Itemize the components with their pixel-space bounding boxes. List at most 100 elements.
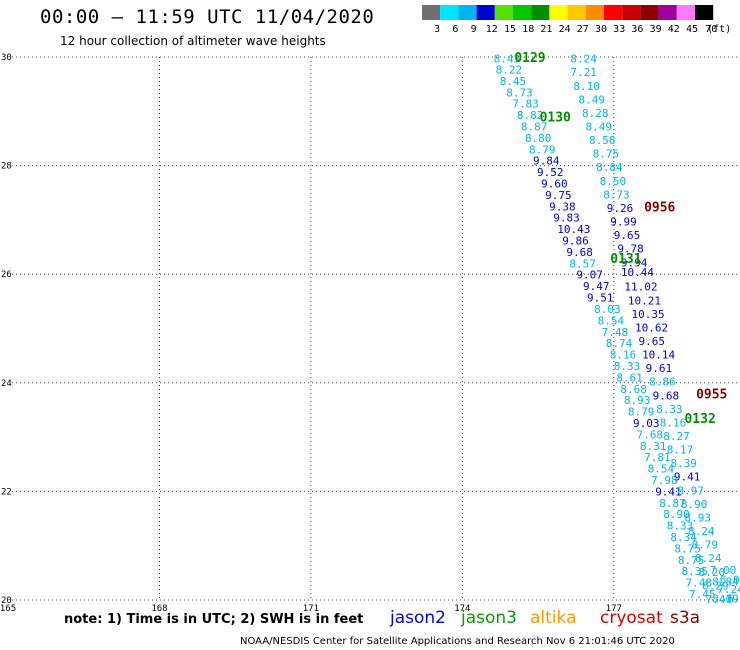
wave-height-point: 8.17 bbox=[667, 444, 694, 457]
wave-height-point: 8.57 bbox=[569, 257, 596, 270]
chart-title: 00:00 – 11:59 UTC 11/04/2020 bbox=[40, 6, 375, 28]
wave-height-point: 9.84 bbox=[533, 155, 560, 168]
y-tick-label: 24 bbox=[1, 379, 12, 389]
wave-height-point: 11.02 bbox=[624, 281, 657, 294]
colorbar-swatch bbox=[458, 5, 477, 20]
wave-height-point: 9.60 bbox=[541, 178, 568, 191]
colorbar-swatch bbox=[585, 5, 604, 20]
wave-height-point: 9.26 bbox=[607, 202, 634, 215]
y-tick-label: 20 bbox=[1, 596, 12, 606]
x-tick-label: 171 bbox=[303, 604, 319, 614]
wave-height-point: 9.86 bbox=[562, 235, 589, 248]
wave-height-point: 7.68 bbox=[637, 428, 664, 441]
wave-height-point: 8.75 bbox=[593, 148, 620, 161]
wave-height-point: 9.03 bbox=[633, 417, 660, 430]
chart-subtitle: 12 hour collection of altimeter wave hei… bbox=[60, 34, 326, 48]
wave-height-point: 9.51 bbox=[587, 292, 614, 305]
wave-height-point: 8.84 bbox=[712, 576, 739, 589]
colorbar-label: 42 bbox=[668, 24, 680, 35]
colorbar-label: (ft) bbox=[707, 24, 731, 35]
colorbar-swatch bbox=[494, 5, 513, 20]
wave-height-point: 8.28 bbox=[582, 107, 609, 120]
wave-height-point: 9.83 bbox=[553, 212, 580, 225]
colorbar-swatch bbox=[567, 5, 586, 20]
wave-height-point: 8.58 bbox=[589, 134, 616, 147]
wave-height-point: 7.83 bbox=[512, 98, 539, 111]
wave-height-point: 7.98 bbox=[651, 474, 678, 487]
wave-height-point: 9.47 bbox=[583, 280, 610, 293]
wave-height-labels: 8.438.228.458.737.838.828.878.808.799.84… bbox=[494, 53, 740, 606]
wave-height-point: 8.19 bbox=[712, 592, 739, 605]
colorbar-swatch bbox=[476, 5, 495, 20]
wave-height-point: 8.54 bbox=[648, 463, 675, 476]
wave-height-point: 8.73 bbox=[603, 188, 630, 201]
x-tick-label: 174 bbox=[454, 604, 470, 614]
y-tick-label: 26 bbox=[1, 270, 12, 280]
wave-height-point: 9.41 bbox=[674, 471, 701, 484]
wave-height-point: 7.45 bbox=[689, 588, 716, 601]
colorbar-label: 24 bbox=[559, 24, 571, 35]
wave-height-point: 9.07 bbox=[576, 269, 603, 282]
wave-height-point: 10.44 bbox=[621, 266, 654, 279]
wave-height-point: 9.61 bbox=[646, 362, 673, 375]
colorbar-swatch bbox=[676, 5, 695, 20]
wave-height-point: 8.61 bbox=[616, 371, 643, 384]
wave-height-point: 8.34 bbox=[670, 531, 697, 544]
wave-height-point: 8.79 bbox=[529, 143, 556, 156]
wave-height-point: 8.86 bbox=[649, 376, 676, 389]
wave-height-point: 8.50 bbox=[600, 175, 627, 188]
wave-height-point: 8.90 bbox=[681, 498, 708, 511]
pass-time-label: 0130 bbox=[540, 111, 571, 126]
wave-height-point: 8.33 bbox=[667, 520, 694, 533]
colorbar-swatch bbox=[513, 5, 532, 20]
wave-height-point: 9.52 bbox=[537, 166, 564, 179]
colorbar-label: 9 bbox=[471, 24, 477, 35]
x-tick-label: 168 bbox=[151, 604, 167, 614]
wave-height-point: 8.84 bbox=[596, 161, 623, 174]
wave-height-point: 6 bbox=[727, 592, 734, 605]
y-tick-label: 28 bbox=[1, 162, 12, 172]
colorbar-label: 45 bbox=[686, 24, 698, 35]
wave-height-point: 7.48 bbox=[685, 577, 712, 590]
wave-height-point: 10.62 bbox=[635, 321, 668, 334]
colorbar-swatch bbox=[640, 5, 659, 20]
colorbar-label: 3 bbox=[434, 24, 440, 35]
y-tick-label: 22 bbox=[1, 487, 12, 497]
wave-height-point: 8.03 bbox=[594, 303, 621, 316]
colorbar-label: 12 bbox=[486, 24, 498, 35]
wave-height-point: 8.33 bbox=[614, 360, 641, 373]
pass-time-label: 0955 bbox=[696, 388, 727, 403]
wave-height-point: 7.00 bbox=[710, 564, 737, 577]
map-grid bbox=[12, 56, 740, 601]
colorbar-label: 27 bbox=[577, 24, 589, 35]
wave-height-point: 8.73 bbox=[506, 86, 533, 99]
colorbar-label: 33 bbox=[613, 24, 625, 35]
wave-height-point: 8.79 bbox=[628, 406, 655, 419]
wave-height-point: 8.35 bbox=[681, 565, 708, 578]
wave-height-point: 8.20 bbox=[699, 566, 726, 579]
wave-height-point: 7.40 bbox=[706, 593, 733, 606]
wave-height-point: 8.87 bbox=[521, 121, 548, 134]
colorbar-label: 70 bbox=[705, 24, 717, 35]
map-axes: 20 22 24 26 28 30 165 168 171 174 177 bbox=[0, 53, 622, 614]
wave-height-point: 9.68 bbox=[566, 246, 593, 259]
colorbar-swatch bbox=[604, 5, 623, 20]
footer-credit: NOAA/NESDIS Center for Satellite Applica… bbox=[240, 636, 675, 647]
wave-height-point: 8.16 bbox=[610, 349, 637, 362]
wave-height-point: 8.54 bbox=[598, 314, 625, 327]
colorbar-swatch bbox=[549, 5, 568, 20]
wave-height-point: 9.99 bbox=[610, 216, 637, 229]
x-tick-label: 177 bbox=[606, 604, 622, 614]
wave-height-point: 10.21 bbox=[628, 294, 661, 307]
colorbar-label: 6 bbox=[452, 24, 458, 35]
satellite-legend-item: jason2 bbox=[390, 608, 446, 628]
wave-height-point: 9.65 bbox=[614, 229, 641, 242]
wave-height-point: 8.31 bbox=[640, 440, 667, 453]
wave-height-point: 9.65 bbox=[639, 335, 666, 348]
pass-time-label: 0132 bbox=[684, 412, 715, 427]
satellite-legend-item: s3a bbox=[670, 608, 701, 628]
wave-height-point: 9.75 bbox=[545, 189, 572, 202]
wave-height-point: 8.75 bbox=[674, 542, 701, 555]
wave-height-point: 9.94 bbox=[621, 256, 648, 269]
